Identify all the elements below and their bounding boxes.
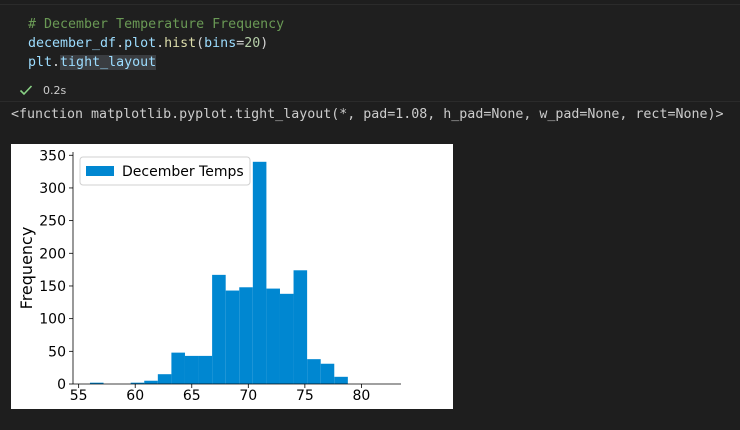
code-token: hist [164,36,197,51]
x-tick-label: 60 [126,388,144,404]
code-line: plt.tight_layout [28,53,284,72]
x-tick-label: 55 [70,388,88,404]
code-line: december_df.plot.hist(bins=20) [28,34,284,53]
histogram-chart: 0 50 100 150 200 250 300 350 55 60 65 70 75 80 Frequen… [17,148,401,404]
histogram-bar [252,161,267,384]
x-tick-label: 75 [296,388,314,404]
legend-box [79,156,251,186]
y-tick-label: 350 [39,148,66,164]
legend-swatch [86,166,114,176]
cell-output-text: <function matplotlib.pyplot.tight_layout… [11,107,724,122]
histogram-bar [293,270,308,384]
histogram-bar [334,376,348,384]
histogram-bar [279,293,294,384]
code-token: bins [204,36,237,51]
histogram-bar [320,363,335,384]
histogram-bar [130,382,145,384]
histogram-bar [198,355,213,384]
code-line: # December Temperature Frequency [28,15,284,34]
code-token: = [236,36,245,51]
histogram-plot: 0 50 100 150 200 250 300 350 55 60 65 70 75 80 Frequen… [11,144,453,409]
code-token: . [116,36,125,51]
histogram-bar [307,359,321,384]
histogram-bar [157,374,172,384]
y-tick-label: 300 [39,181,66,197]
code-token: . [156,36,165,51]
code-cell[interactable]: # December Temperature Frequency december… [0,4,740,102]
code-token: ( [196,36,205,51]
y-tick-label: 250 [39,214,66,230]
histogram-bar [225,290,240,384]
y-tick-label: 50 [48,344,66,360]
cell-execution-status: 0.2s [18,81,66,99]
histogram-bar [184,355,199,384]
histogram-bar [171,352,185,384]
y-tick-label: 100 [39,312,66,328]
code-token: 20 [244,36,261,51]
y-tick-label: 0 [57,377,66,393]
code-token: tight_layout [60,55,157,70]
check-icon [19,85,33,96]
execution-time: 0.2s [43,83,67,97]
code-token: december_df [28,36,117,51]
code-token: # December Temperature Frequency [28,17,285,32]
code-token: plot [124,36,157,51]
histogram-bar [89,382,104,384]
y-tick-label: 150 [39,279,66,295]
y-tick-label: 200 [39,246,66,262]
legend-label: December Temps [122,164,244,180]
x-tick-label: 65 [183,388,201,404]
x-tick-label: 70 [239,388,257,404]
y-axis-label: Frequency [17,227,36,310]
chart-legend: December Temps [79,156,251,186]
histogram-bar [144,380,158,384]
code-token: plt [28,55,53,70]
histogram-bar [212,274,226,384]
histogram-bar [239,287,253,384]
code-token: . [52,55,61,70]
code-editor[interactable]: # December Temperature Frequency december… [28,15,284,72]
code-token: ) [260,36,269,51]
x-tick-label: 80 [352,388,370,404]
histogram-bar [266,288,280,384]
